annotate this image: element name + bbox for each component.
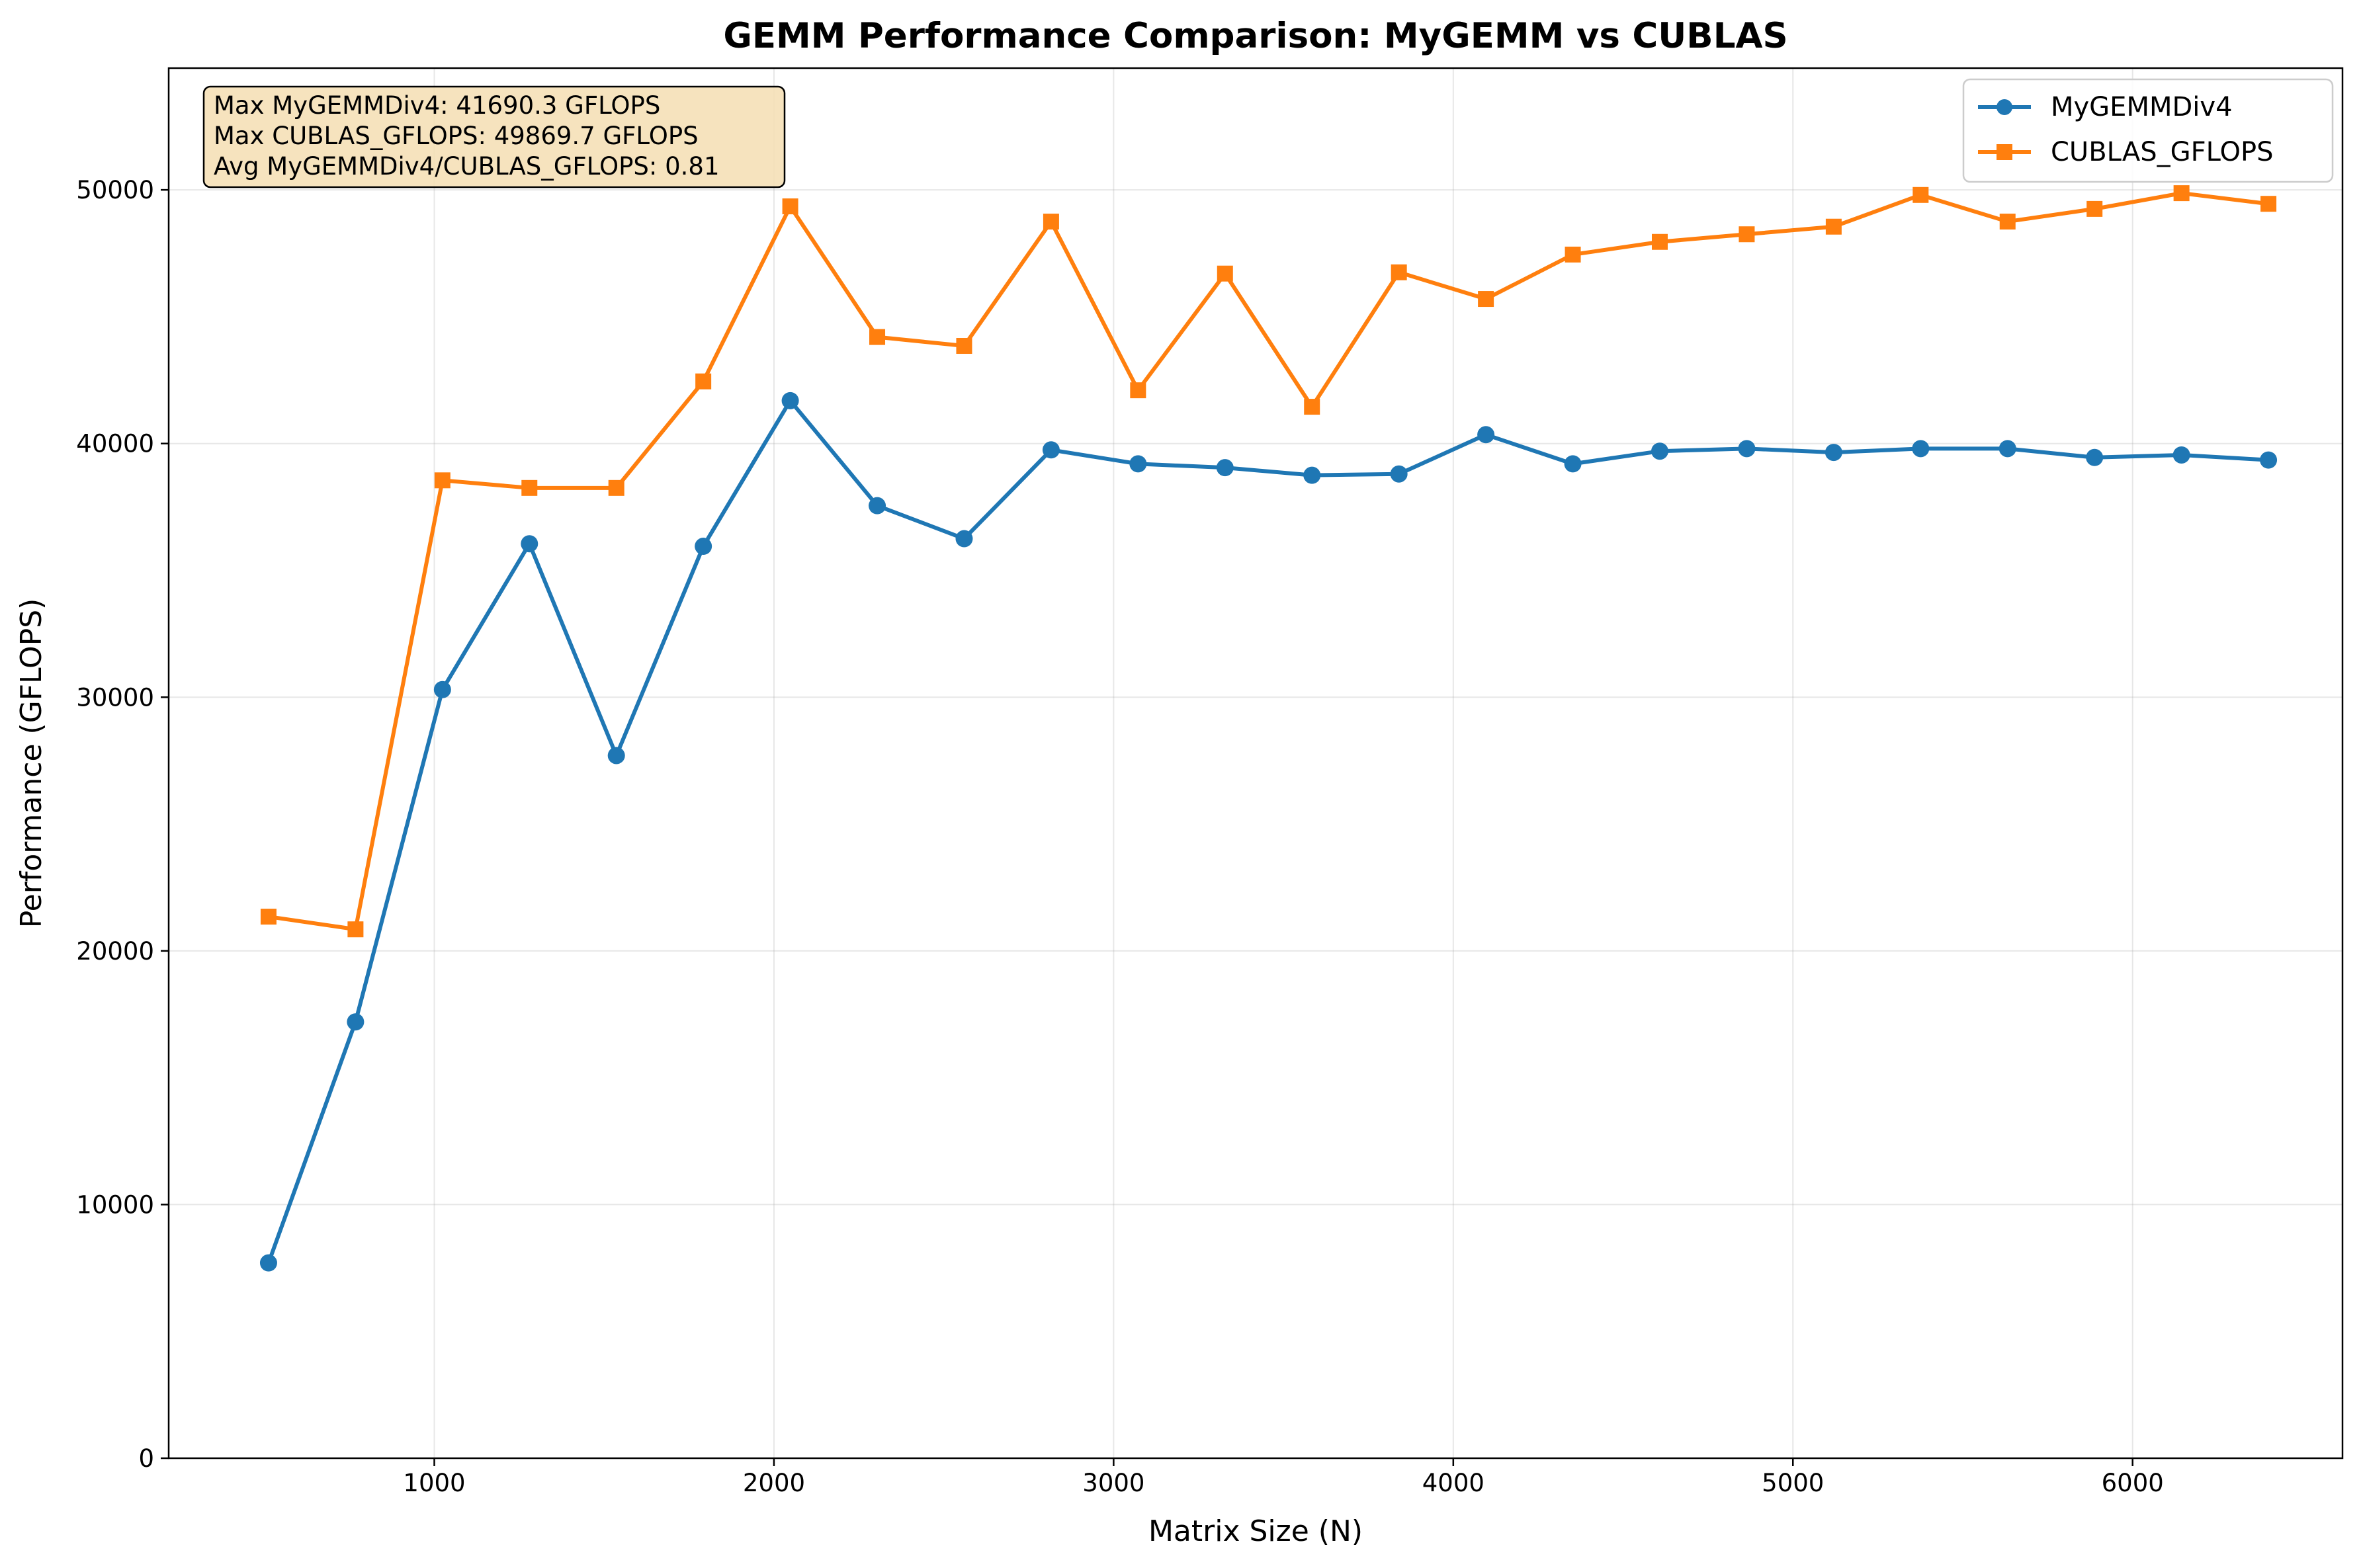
data-point-mygemmdiv4 (1390, 465, 1408, 483)
series-line-mygemmdiv4 (267, 398, 2269, 1264)
y-tick-label: 30000 (76, 683, 154, 712)
data-point-cublas-gflops (1912, 186, 1929, 203)
y-tick-label: 10000 (76, 1190, 154, 1219)
series-line-cublas-gflops (268, 191, 2269, 932)
data-point-cublas-gflops (1565, 246, 1581, 263)
axes: 1000 2000 3000 4000 5000 6000 0 10000 20000 30000… (76, 176, 2163, 1497)
data-point-mygemmdiv4 (1303, 466, 1321, 484)
legend-marker-cublas-gflops (1997, 144, 2012, 160)
data-point-mygemmdiv4 (2086, 448, 2104, 466)
data-point-cublas-gflops (2173, 185, 2190, 202)
stats-annotation-line-3: Avg MyGEMMDiv4/CUBLAS_GFLOPS: 0.81 (214, 152, 720, 181)
data-point-cublas-gflops (782, 198, 798, 215)
legend-frame (1962, 78, 2334, 183)
x-tick-label: 3000 (1082, 1469, 1144, 1497)
data-point-cublas-gflops (2260, 196, 2277, 212)
data-point-mygemmdiv4 (955, 530, 973, 548)
data-point-cublas-gflops (1825, 218, 1842, 235)
data-point-cublas-gflops (1739, 226, 1755, 243)
data-point-cublas-gflops (869, 329, 886, 345)
data-point-mygemmdiv4 (781, 392, 799, 409)
x-tick-label: 1000 (403, 1469, 465, 1497)
legend-label-cublas-gflops: CUBLAS_GFLOPS (2051, 137, 2273, 167)
data-point-cublas-gflops (434, 472, 451, 489)
legend-entry-cublas-gflops: CUBLAS_GFLOPS (1978, 137, 2273, 167)
data-point-cublas-gflops (521, 479, 538, 496)
x-axis-label: Matrix Size (N) (1148, 1514, 1363, 1548)
data-point-cublas-gflops (608, 479, 624, 496)
data-point-cublas-gflops (347, 921, 364, 938)
y-tick-label: 40000 (76, 430, 154, 458)
x-tick-label: 4000 (1422, 1469, 1484, 1497)
chart-title: GEMM Performance Comparison: MyGEMM vs C… (723, 16, 1787, 56)
data-point-cublas-gflops (1999, 214, 2016, 230)
data-point-mygemmdiv4 (521, 535, 538, 553)
data-point-cublas-gflops (260, 909, 277, 925)
data-point-mygemmdiv4 (2260, 451, 2278, 469)
data-point-mygemmdiv4 (2172, 446, 2190, 464)
data-point-mygemmdiv4 (347, 1013, 365, 1031)
data-point-mygemmdiv4 (1651, 442, 1668, 460)
data-point-cublas-gflops (1391, 264, 1407, 280)
legend-entry-mygemmdiv4: MyGEMMDiv4 (1978, 92, 2233, 122)
data-point-cublas-gflops (1130, 382, 1146, 399)
y-tick-label: 0 (138, 1444, 154, 1473)
data-point-mygemmdiv4 (1825, 444, 1842, 462)
plot-frame (167, 67, 2344, 1460)
data-point-mygemmdiv4 (1129, 455, 1147, 473)
data-point-mygemmdiv4 (869, 497, 886, 515)
data-point-mygemmdiv4 (1216, 459, 1234, 477)
x-tick-label: 5000 (1762, 1469, 1824, 1497)
data-point-cublas-gflops (1043, 214, 1059, 230)
data-point-cublas-gflops (1651, 233, 1668, 250)
data-point-cublas-gflops (1217, 265, 1233, 282)
data-point-mygemmdiv4 (433, 681, 451, 698)
data-point-mygemmdiv4 (1042, 441, 1060, 459)
y-tick-label: 20000 (76, 937, 154, 966)
data-point-mygemmdiv4 (1738, 440, 1756, 458)
stats-annotation-line-2: Max CUBLAS_GFLOPS: 49869.7 GFLOPS (214, 122, 699, 150)
y-tick-label: 50000 (76, 176, 154, 204)
stats-annotation-box: Max MyGEMMDiv4: 41690.3 GFLOPS Max CUBLA… (202, 85, 786, 188)
data-point-cublas-gflops (2086, 200, 2103, 217)
data-point-mygemmdiv4 (1477, 426, 1495, 444)
data-point-mygemmdiv4 (1912, 440, 1930, 458)
legend: MyGEMMDiv4 CUBLAS_GFLOPS (1962, 78, 2334, 183)
legend-label-mygemmdiv4: MyGEMMDiv4 (2051, 92, 2233, 122)
data-point-mygemmdiv4 (695, 538, 712, 556)
data-point-mygemmdiv4 (259, 1254, 277, 1272)
data-point-cublas-gflops (1478, 291, 1494, 308)
plot-area (259, 185, 2278, 1272)
data-point-cublas-gflops (695, 373, 712, 390)
data-point-mygemmdiv4 (607, 747, 625, 764)
stats-annotation-line-1: Max MyGEMMDiv4: 41690.3 GFLOPS (214, 91, 660, 120)
data-point-mygemmdiv4 (1564, 455, 1582, 473)
x-tick-label: 2000 (743, 1469, 805, 1497)
y-axis-label: Performance (GFLOPS) (15, 598, 48, 928)
data-point-cublas-gflops (956, 338, 972, 354)
stats-annotation-background (202, 85, 786, 188)
data-point-cublas-gflops (1304, 399, 1320, 415)
legend-marker-mygemmdiv4 (1997, 99, 2012, 115)
x-tick-label: 6000 (2102, 1469, 2164, 1497)
data-point-mygemmdiv4 (1998, 440, 2016, 458)
